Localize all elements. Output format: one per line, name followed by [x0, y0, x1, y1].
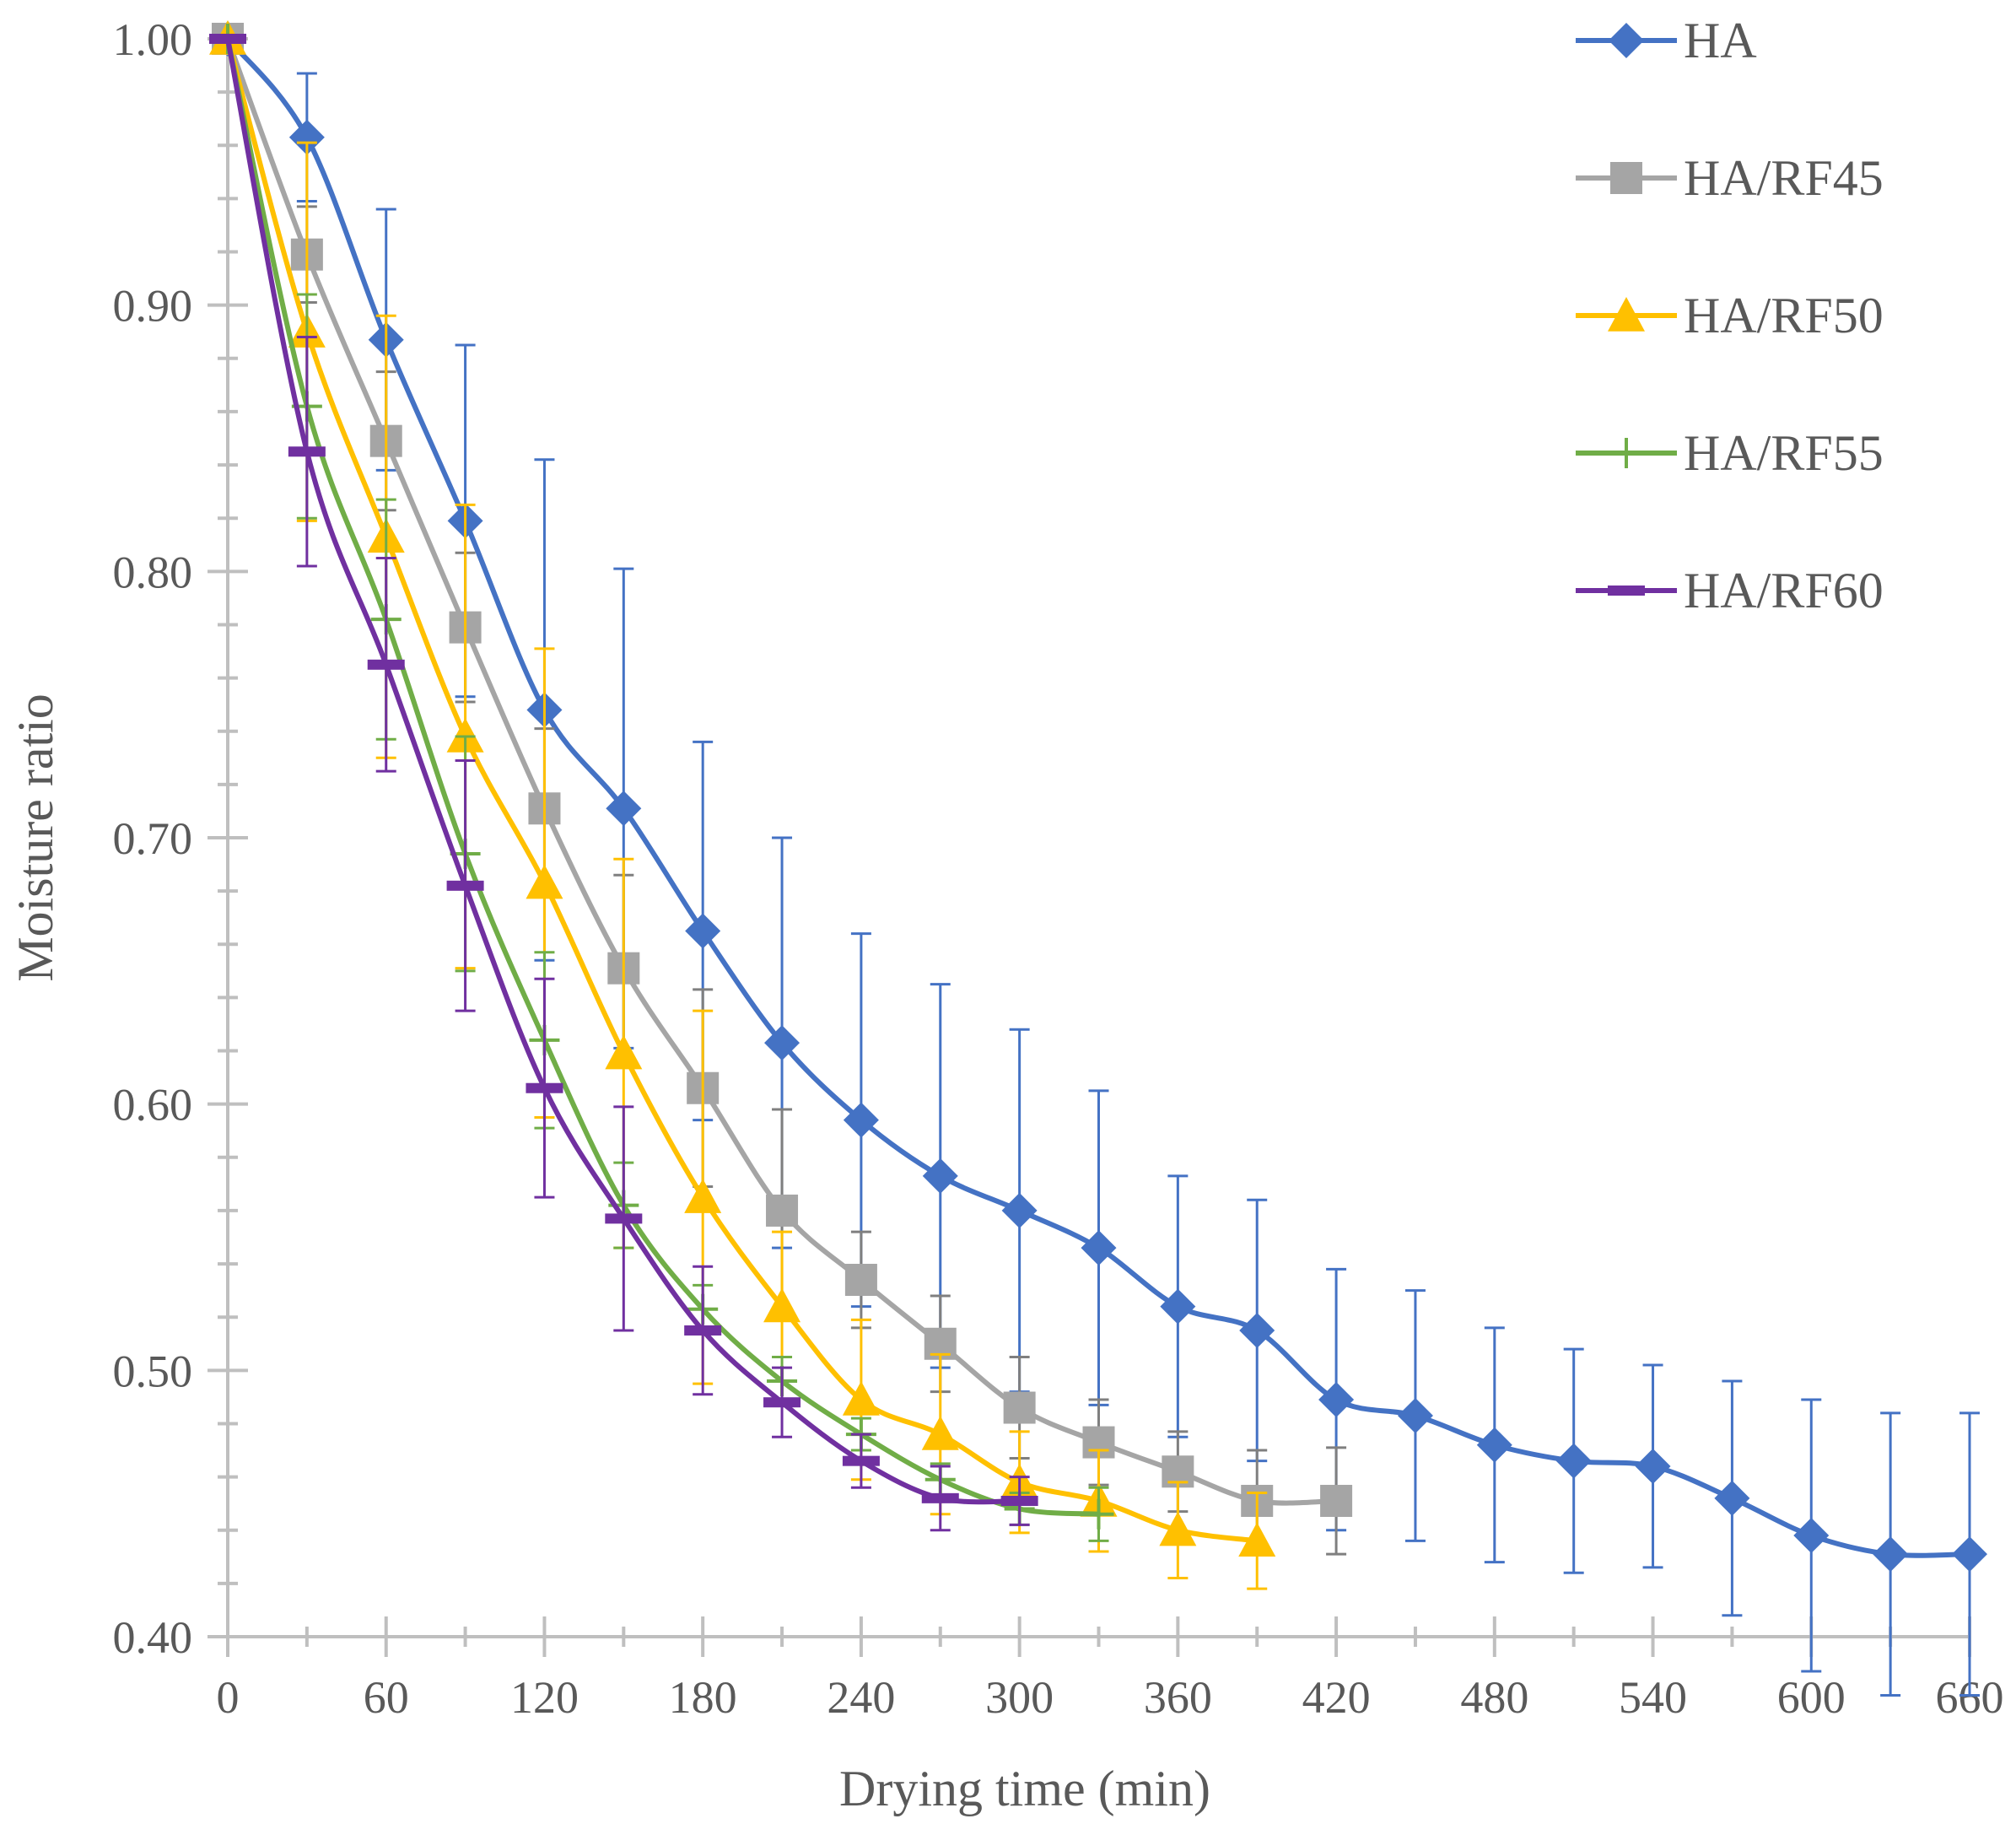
x-tick-label: 0 [217, 1672, 240, 1723]
data-point [288, 119, 325, 155]
series-ha-rf60 [209, 34, 1038, 1532]
series-line [225, 36, 1102, 1517]
data-point [526, 1082, 563, 1093]
x-tick-label: 360 [1144, 1672, 1212, 1723]
data-point [684, 1179, 722, 1213]
data-point [1714, 1480, 1750, 1516]
data-point [1635, 1448, 1671, 1484]
legend-marker [1610, 162, 1642, 194]
x-axis-title: Drying time (min) [839, 1761, 1210, 1816]
data-point [1952, 1536, 1987, 1573]
y-tick-label: 0.90 [113, 281, 193, 332]
data-point [1083, 1498, 1114, 1530]
data-point [843, 1102, 879, 1138]
data-point [446, 718, 484, 753]
x-ticks: 0 60 120 180 240 300 360 420 480 540 600 660 [217, 1616, 2004, 1723]
y-tick-label: 0.40 [113, 1612, 193, 1663]
data-point [1001, 1192, 1038, 1228]
data-point [606, 791, 642, 827]
data-point [921, 1416, 959, 1450]
data-point [764, 1025, 800, 1061]
data-point [1238, 1522, 1276, 1557]
data-point [685, 913, 721, 949]
data-point [766, 1194, 799, 1227]
legend-marker [1608, 297, 1645, 332]
data-point [1159, 1511, 1197, 1546]
data-point [842, 1381, 880, 1416]
y-tick-label: 1.00 [113, 14, 193, 65]
x-tick-label: 60 [364, 1672, 409, 1723]
data-point [288, 446, 326, 457]
legend-item: HA/RF55 [1576, 425, 1884, 481]
data-point [526, 864, 563, 899]
x-tick-label: 480 [1460, 1672, 1528, 1723]
y-ticks: 0.40 0.50 0.60 0.70 0.80 0.90 1.00 [113, 14, 248, 1663]
legend-label: HA/RF45 [1684, 150, 1884, 206]
data-point [1160, 1288, 1196, 1325]
legend-marker [1611, 438, 1641, 468]
legend-item: HA/RF60 [1576, 563, 1884, 618]
series-ha-rf55 [213, 24, 1114, 1542]
legend-item: HA/RF50 [1576, 288, 1884, 343]
x-tick-label: 540 [1619, 1672, 1687, 1723]
legend-marker [1609, 23, 1644, 58]
data-point [1318, 1382, 1355, 1418]
data-point [1081, 1230, 1117, 1266]
data-point [446, 880, 484, 891]
axes: 0.40 0.50 0.60 0.70 0.80 0.90 1.00 0 60 120 180 24… [113, 14, 2004, 1723]
data-point [209, 34, 246, 44]
plot-series [209, 20, 1987, 1697]
x-tick-label: 300 [985, 1672, 1054, 1723]
x-tick-label: 600 [1777, 1672, 1846, 1723]
data-point [763, 1397, 801, 1408]
legend-label: HA/RF60 [1684, 563, 1884, 618]
data-point [1555, 1443, 1592, 1479]
data-point [1793, 1518, 1830, 1554]
series-line [225, 36, 1260, 1544]
y-tick-label: 0.50 [113, 1346, 193, 1396]
legend-marker [1608, 586, 1645, 596]
y-axis-title: Moisture ratio [8, 693, 63, 982]
data-point [1476, 1427, 1512, 1463]
data-point [842, 1455, 880, 1466]
data-point [605, 1034, 643, 1070]
data-point [367, 659, 405, 670]
data-point [1000, 1496, 1038, 1507]
legend: HA HA/RF45 HA/RF50 HA/RF55 HA/RF60 [1576, 13, 1884, 618]
data-point [1239, 1312, 1275, 1348]
x-tick-label: 420 [1302, 1672, 1371, 1723]
data-point [684, 1325, 722, 1336]
data-point [1873, 1536, 1909, 1573]
data-point [921, 1492, 959, 1503]
data-point [1397, 1397, 1433, 1433]
legend-label: HA/RF55 [1684, 425, 1884, 481]
x-tick-label: 120 [510, 1672, 579, 1723]
legend-item: HA/RF45 [1576, 150, 1884, 206]
y-tick-label: 0.80 [113, 547, 193, 597]
legend-label: HA/RF50 [1684, 288, 1884, 343]
legend-label: HA [1684, 13, 1757, 68]
y-tick-label: 0.70 [113, 813, 193, 864]
data-point [844, 1264, 877, 1297]
data-point [1003, 1391, 1036, 1424]
x-tick-label: 180 [669, 1672, 737, 1723]
y-tick-label: 0.60 [113, 1080, 193, 1131]
series-ha-rf50 [209, 20, 1276, 1590]
legend-item: HA [1576, 13, 1757, 68]
data-point [922, 1158, 958, 1194]
data-point [763, 1287, 801, 1323]
x-tick-label: 240 [827, 1672, 895, 1723]
data-point [605, 1213, 643, 1224]
data-point [1320, 1485, 1353, 1518]
